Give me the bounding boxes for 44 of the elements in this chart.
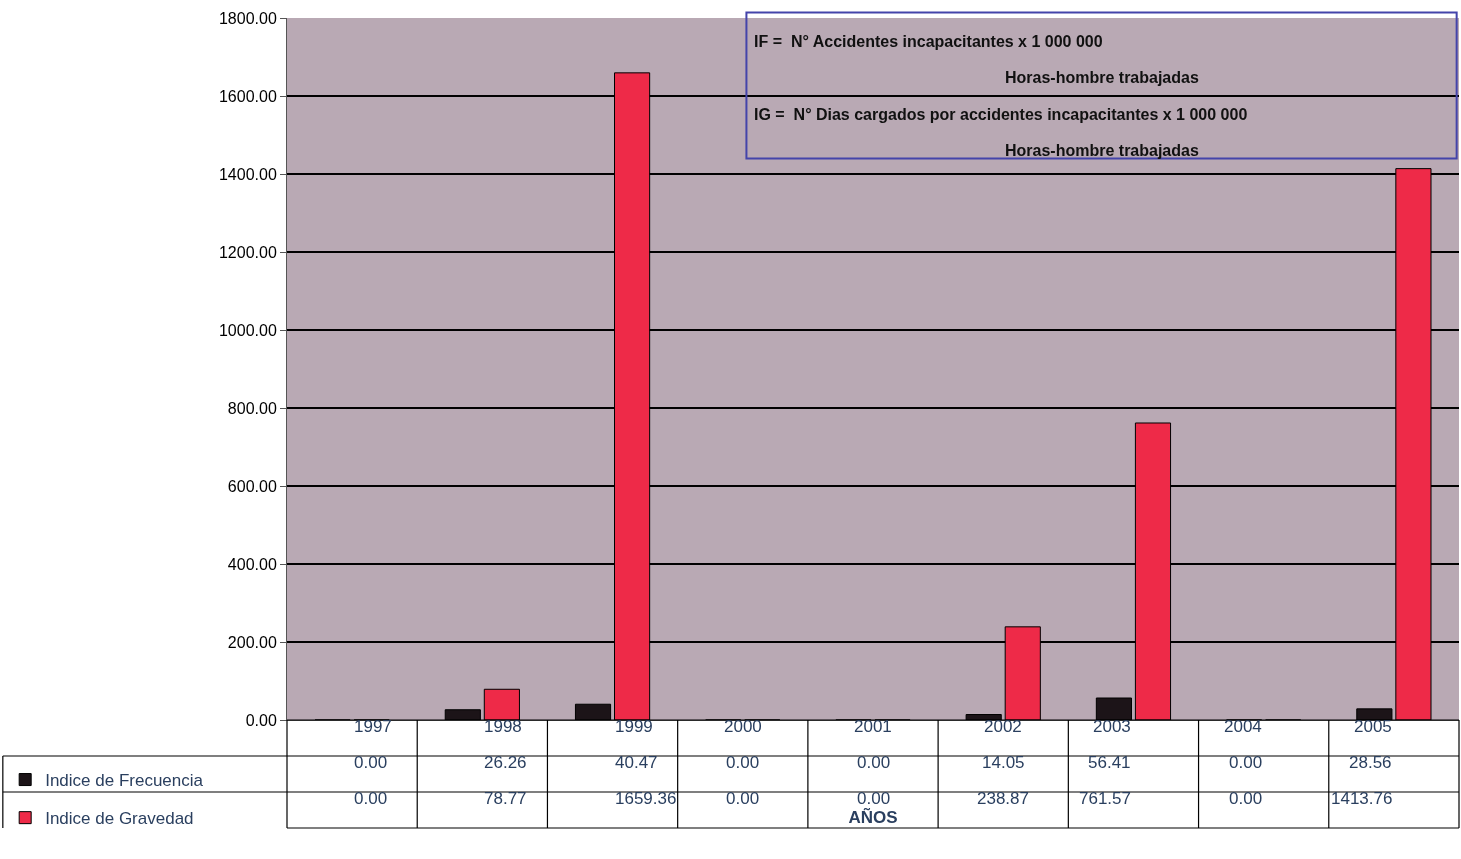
- y-tick-label: 1800.00: [218, 9, 277, 27]
- annotation: IG = N° Dias cargados por accidentes incapacitantes x 1 000 000: [754, 106, 1248, 123]
- data-label: 1413.76: [1331, 789, 1393, 808]
- data-label: 0.00: [354, 753, 388, 772]
- data-label: 0.00: [857, 753, 891, 772]
- data-label: 40.47: [615, 753, 658, 772]
- x-tick-label: 2004: [1224, 717, 1262, 736]
- x-tick-label: 1998: [484, 717, 522, 736]
- y-tick-label: 400.00: [227, 555, 277, 573]
- data-label: 0.00: [354, 789, 388, 808]
- y-tick-label: 200.00: [227, 633, 277, 651]
- data-label: 1659.36: [615, 789, 677, 808]
- data-label: 0.00: [726, 753, 760, 772]
- x-tick-label: 2000: [724, 717, 762, 736]
- legend-label: Indice de Gravedad: [45, 809, 194, 829]
- y-tick-label: 0.00: [245, 711, 277, 729]
- data-label: 56.41: [1088, 753, 1131, 772]
- x-axis-title: AÑOS: [848, 806, 898, 827]
- x-tick-label: 2001: [854, 717, 892, 736]
- data-label: 28.56: [1349, 753, 1392, 772]
- legend-label: Indice de Frecuencia: [45, 771, 204, 791]
- data-label: 26.26: [484, 753, 527, 772]
- x-tick-label: 1999: [615, 717, 653, 736]
- data-label: 761.57: [1079, 789, 1131, 808]
- y-tick-label: 1200.00: [218, 243, 277, 261]
- x-tick-label: 1997: [354, 717, 392, 736]
- data-label: 0.00: [1229, 753, 1263, 772]
- x-tick-label: 2003: [1093, 717, 1131, 736]
- y-tick-label: 1000.00: [218, 321, 277, 339]
- annotation: Horas-hombre trabajadas: [1005, 69, 1199, 86]
- annotation: IF = N° Accidentes incapacitantes x 1 000 000: [754, 33, 1103, 50]
- data-label: 0.00: [726, 789, 760, 808]
- y-tick-label: 1600.00: [218, 87, 277, 105]
- annotation: Horas-hombre trabajadas: [1005, 142, 1199, 159]
- data-label: 0.00: [857, 789, 891, 808]
- data-label: 238.87: [977, 789, 1029, 808]
- y-tick-label: 800.00: [227, 399, 277, 417]
- x-tick-label: 2002: [984, 717, 1022, 736]
- data-label: 0.00: [1229, 789, 1263, 808]
- x-tick-label: 2005: [1354, 717, 1392, 736]
- data-label: 14.05: [982, 753, 1025, 772]
- y-tick-label: 600.00: [227, 477, 277, 495]
- data-label: 78.77: [484, 789, 527, 808]
- y-tick-label: 1400.00: [218, 165, 277, 183]
